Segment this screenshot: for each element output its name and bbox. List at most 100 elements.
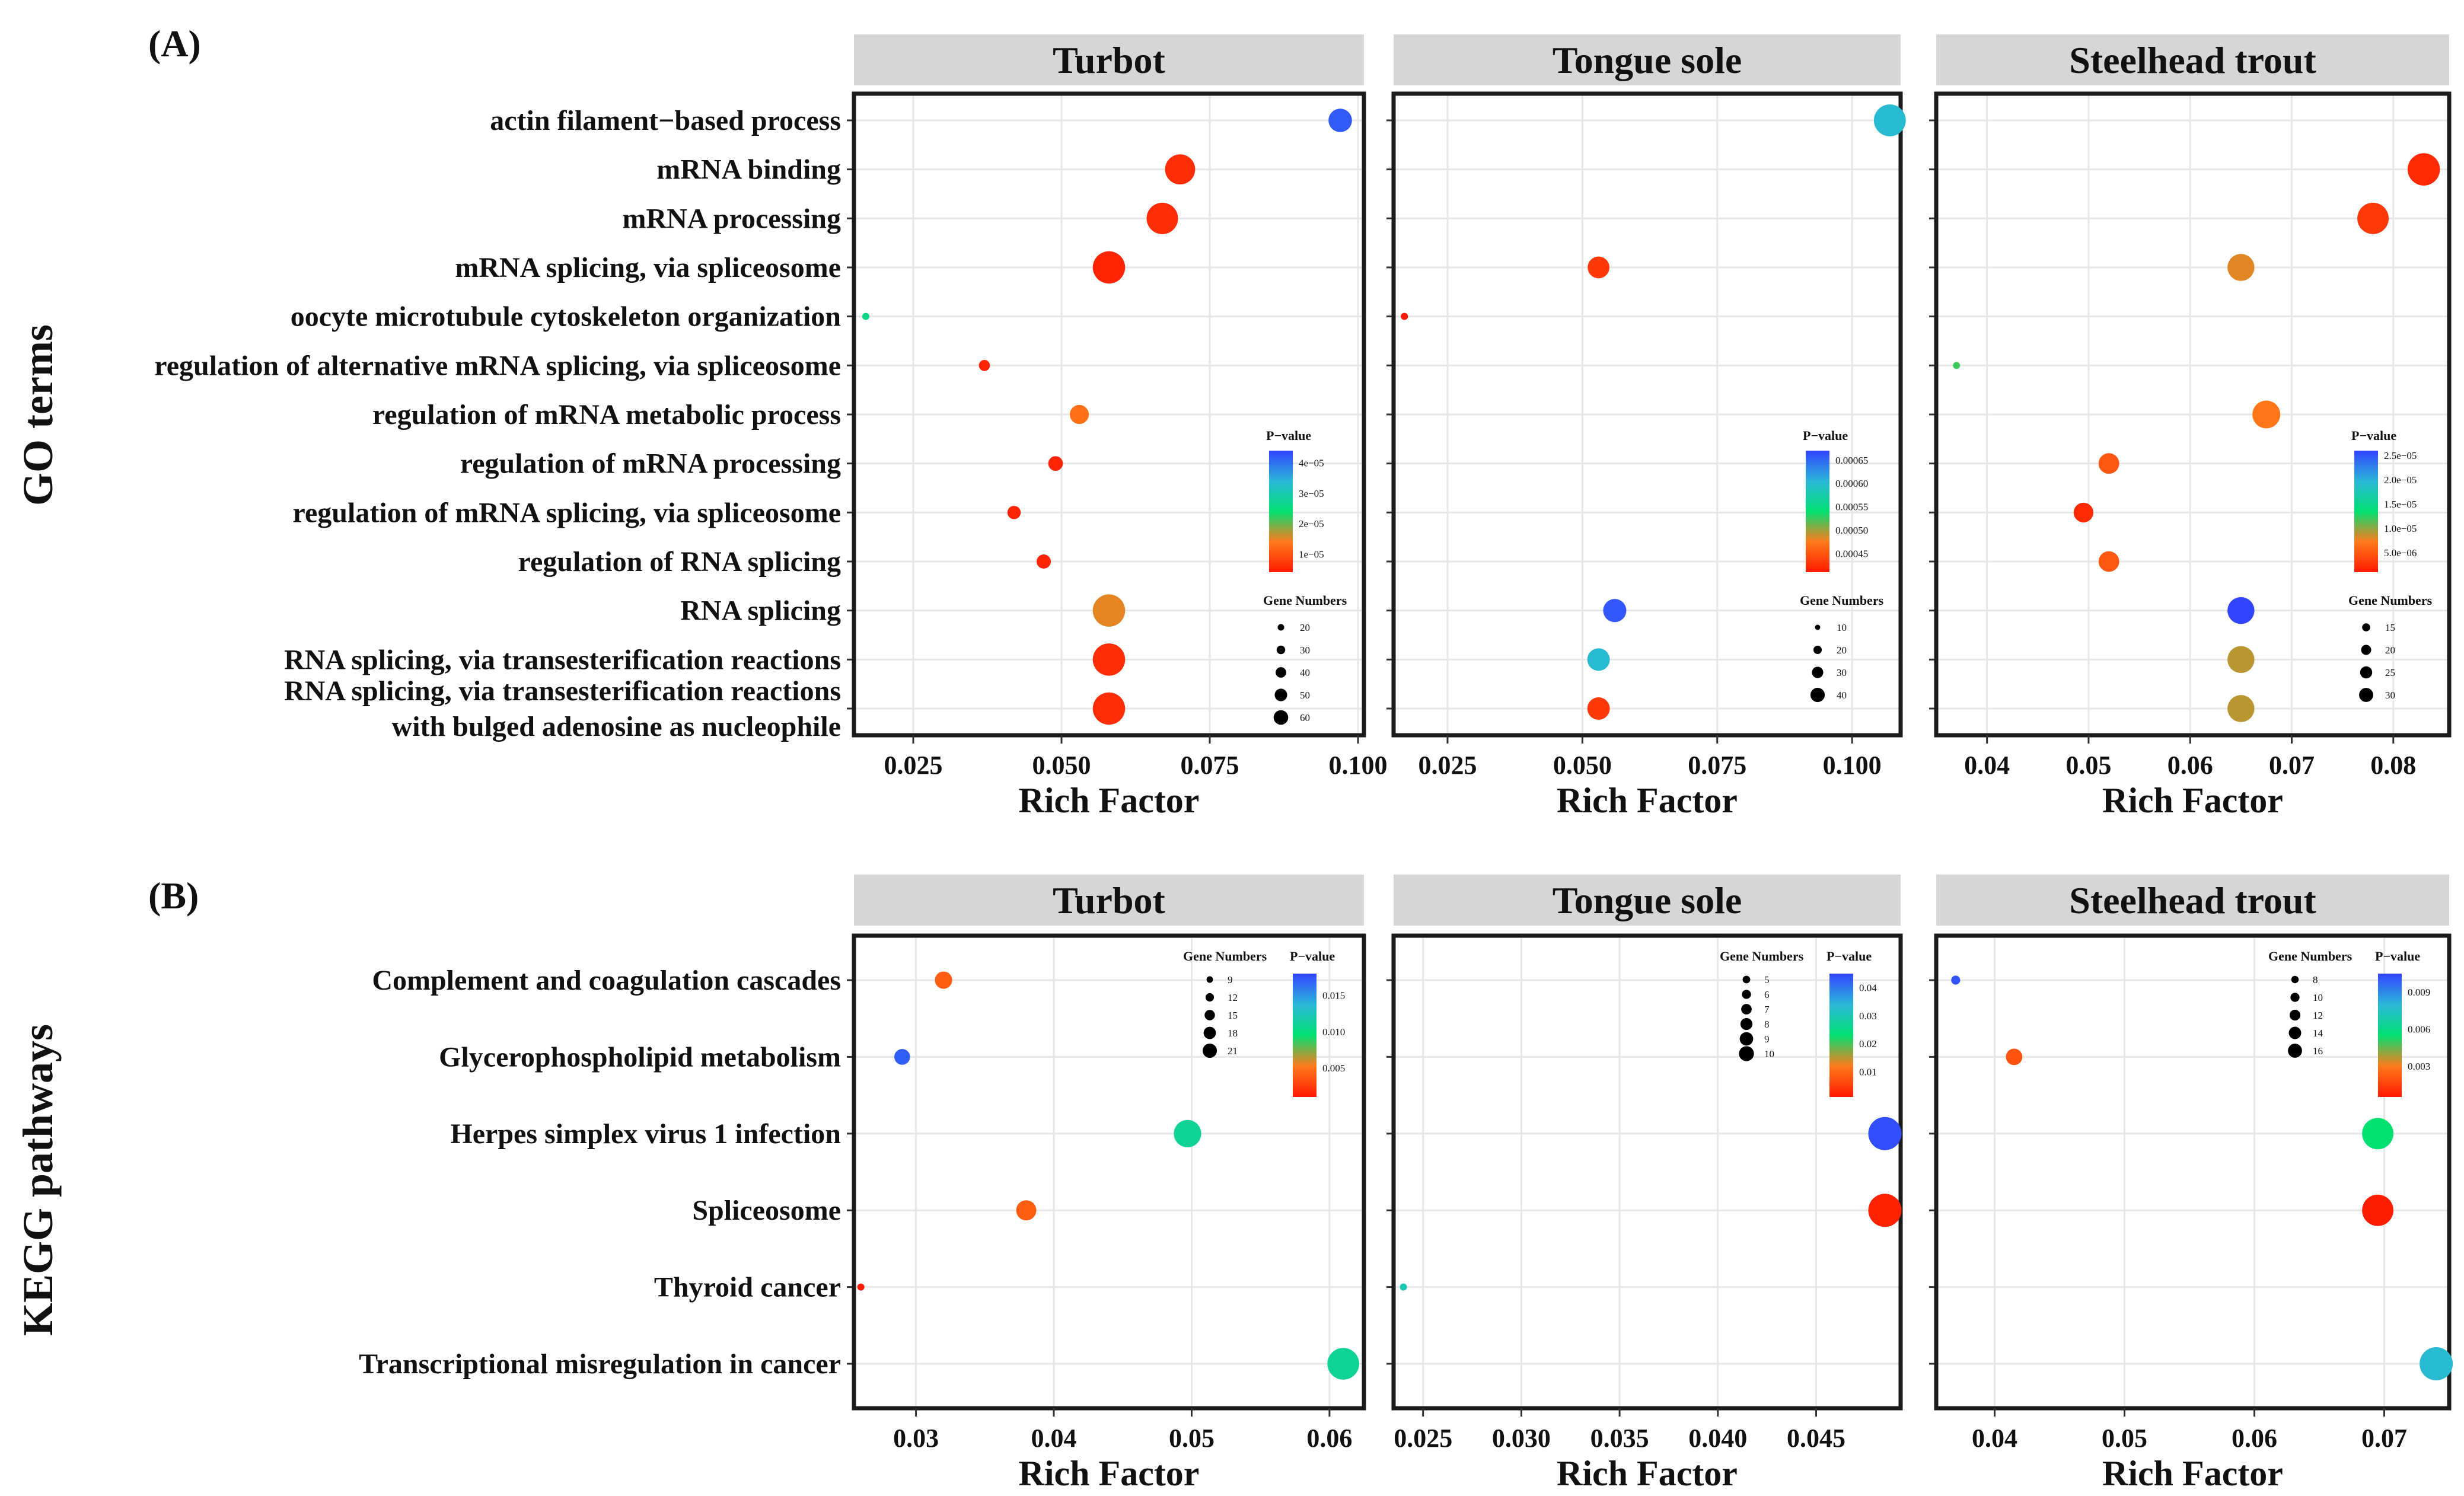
panel-border (1391, 91, 1903, 738)
data-point[interactable] (2098, 453, 2119, 474)
facet-title: Steelhead trout (2069, 879, 2316, 921)
data-point[interactable] (2362, 1118, 2393, 1150)
size-tick-label: 10 (1764, 1048, 1774, 1060)
color-legend-title: P−value (2351, 428, 2396, 443)
data-point[interactable] (1951, 975, 1961, 985)
data-point[interactable] (2073, 502, 2093, 522)
x-axis-title: Rich Factor (2102, 1454, 2283, 1493)
size-tick-label: 8 (2313, 974, 2318, 985)
x-tick-label: 0.075 (1181, 751, 1239, 780)
size-tick-label: 7 (1764, 1004, 1770, 1015)
color-tick-label: 0.006 (2408, 1024, 2430, 1035)
size-tick-label: 60 (1300, 712, 1310, 723)
size-legend-dot (1810, 687, 1825, 703)
data-point[interactable] (1174, 1119, 1201, 1147)
data-point[interactable] (978, 359, 990, 371)
data-point[interactable] (2227, 597, 2255, 624)
color-tick-label: 2e−05 (1299, 518, 1324, 529)
data-point[interactable] (862, 312, 869, 320)
x-tick-label: 0.04 (1031, 1424, 1077, 1453)
data-point[interactable] (935, 971, 952, 989)
data-point[interactable] (2006, 1048, 2023, 1066)
data-point[interactable] (1165, 154, 1196, 185)
x-tick-label: 0.05 (1169, 1424, 1215, 1453)
color-tick-label: 1e−05 (1299, 548, 1324, 560)
x-tick-label: 0.06 (1306, 1424, 1352, 1453)
data-point[interactable] (1868, 1194, 1902, 1227)
data-point[interactable] (2227, 646, 2255, 674)
data-point[interactable] (1587, 648, 1610, 671)
data-point[interactable] (857, 1283, 865, 1291)
data-point[interactable] (2252, 400, 2281, 429)
x-tick-label: 0.07 (2269, 751, 2315, 780)
panel-border (852, 933, 1366, 1411)
data-point[interactable] (2362, 1194, 2393, 1226)
size-legend-dot (1205, 993, 1215, 1002)
size-tick-label: 10 (1837, 622, 1847, 633)
x-tick-label: 0.040 (1688, 1424, 1747, 1453)
data-point[interactable] (1327, 1348, 1359, 1380)
size-tick-label: 15 (2385, 622, 2395, 633)
x-tick-label: 0.025 (1394, 1424, 1452, 1453)
size-tick-label: 40 (1300, 667, 1310, 678)
data-point[interactable] (2098, 551, 2119, 572)
data-point[interactable] (1016, 1200, 1037, 1221)
color-tick-label: 0.02 (1859, 1038, 1877, 1050)
data-point[interactable] (1092, 594, 1126, 627)
size-legend-dot (1276, 667, 1286, 678)
category-label: Herpes simplex virus 1 infection (450, 1118, 841, 1150)
data-point[interactable] (2357, 202, 2389, 234)
size-tick-label: 14 (2313, 1028, 2323, 1039)
size-tick-label: 20 (1300, 622, 1310, 633)
color-tick-label: 2.5e−05 (2384, 450, 2417, 461)
size-legend-dot (1204, 1010, 1215, 1020)
data-point[interactable] (1146, 202, 1178, 234)
data-point[interactable] (1603, 599, 1627, 623)
data-point[interactable] (1868, 1117, 1902, 1150)
color-tick-label: 0.04 (1859, 983, 1877, 994)
x-axis-title: Rich Factor (1557, 1454, 1738, 1493)
data-point[interactable] (1069, 404, 1089, 425)
data-point[interactable] (1588, 256, 1610, 279)
category-label: actin filament−based process (490, 105, 841, 136)
size-tick-label: 10 (2313, 992, 2323, 1003)
size-tick-label: 12 (1228, 992, 1238, 1003)
color-legend-title: P−value (2375, 949, 2420, 964)
size-tick-label: 15 (1228, 1010, 1238, 1021)
color-legend-title: P−value (1290, 949, 1335, 964)
color-tick-label: 0.00060 (1835, 478, 1868, 489)
data-point[interactable] (1401, 312, 1408, 320)
color-tick-label: 0.010 (1322, 1026, 1345, 1038)
category-label: Thyroid cancer (654, 1272, 841, 1303)
data-point[interactable] (1092, 643, 1126, 676)
data-point[interactable] (1092, 692, 1126, 725)
data-point[interactable] (1953, 362, 1961, 369)
size-tick-label: 18 (1228, 1028, 1238, 1039)
color-bar (1806, 451, 1829, 572)
x-tick-label: 0.045 (1787, 1424, 1845, 1453)
size-legend-dot (2290, 993, 2300, 1002)
data-point[interactable] (1400, 1283, 1407, 1291)
data-point[interactable] (1007, 506, 1021, 519)
data-point[interactable] (1048, 456, 1063, 471)
data-point[interactable] (1037, 554, 1051, 569)
data-point[interactable] (2407, 153, 2440, 186)
x-tick-label: 0.03 (893, 1424, 939, 1453)
data-point[interactable] (1873, 104, 1906, 136)
data-point[interactable] (2420, 1347, 2453, 1380)
facet-title: Tongue sole (1553, 879, 1742, 921)
facet-strip (854, 875, 1364, 926)
size-legend-dot (2362, 623, 2370, 631)
data-point[interactable] (2227, 254, 2255, 281)
x-axis-title: Rich Factor (1557, 781, 1738, 820)
data-point[interactable] (1328, 109, 1352, 132)
data-point[interactable] (1092, 251, 1126, 284)
data-point[interactable] (2227, 695, 2255, 722)
x-tick-label: 0.07 (2361, 1424, 2407, 1453)
size-legend-dot (1274, 688, 1287, 701)
facet-title: Tongue sole (1553, 39, 1742, 81)
category-label: RNA splicing, via transesterification re… (284, 675, 841, 707)
data-point[interactable] (894, 1049, 910, 1065)
x-axis-title: Rich Factor (1019, 1454, 1200, 1493)
data-point[interactable] (1587, 697, 1610, 720)
